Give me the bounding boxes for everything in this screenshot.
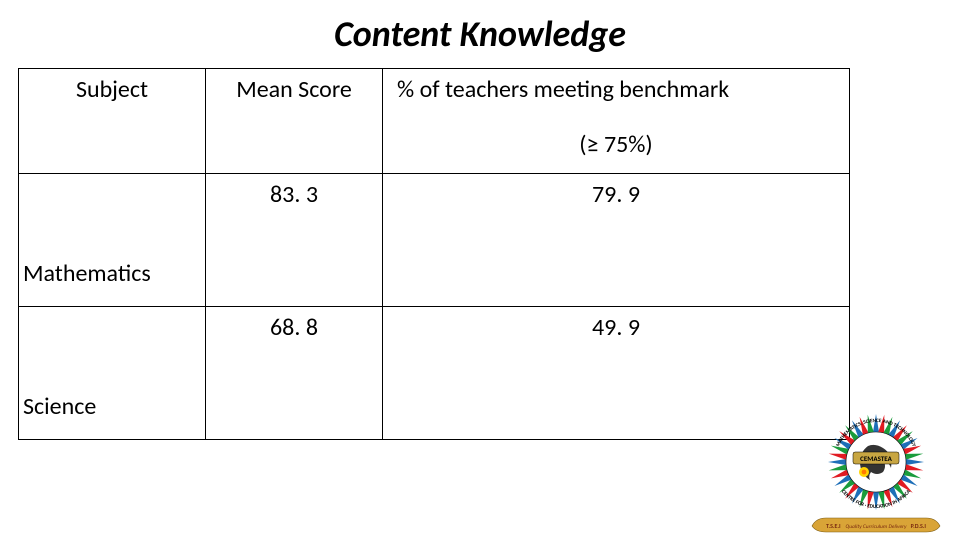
header-benchmark-line1: % of teachers meeting benchmark: [391, 75, 841, 104]
cell-mean-score: 83. 3: [206, 174, 383, 307]
header-subject: Subject: [19, 69, 206, 174]
cell-subject: Science: [19, 307, 206, 440]
cemastea-logo-icon: CEMASTEA MATHEMATICS, SCIENCE AND TECHNO…: [806, 402, 946, 542]
table-header-row: Subject Mean Score % of teachers meeting…: [19, 69, 850, 174]
page-title: Content Knowledge: [0, 12, 960, 56]
ribbon-left: T.S.E.I: [826, 522, 841, 530]
table-row: Science 68. 8 49. 9: [19, 307, 850, 440]
cell-benchmark: 79. 9: [383, 174, 850, 307]
table-row: Mathematics 83. 3 79. 9: [19, 174, 850, 307]
logo-banner-text: CEMASTEA: [860, 454, 893, 463]
content-table: Subject Mean Score % of teachers meeting…: [18, 68, 850, 440]
header-mean-score: Mean Score: [206, 69, 383, 174]
header-benchmark-line2: (≥ 75%): [391, 130, 841, 159]
header-benchmark: % of teachers meeting benchmark (≥ 75%): [383, 69, 850, 174]
ribbon-right: P.D.S.I: [911, 522, 927, 530]
ribbon-center: Quality Curriculum Delivery: [846, 524, 907, 530]
cell-benchmark: 49. 9: [383, 307, 850, 440]
cell-subject: Mathematics: [19, 174, 206, 307]
cell-mean-score: 68. 8: [206, 307, 383, 440]
